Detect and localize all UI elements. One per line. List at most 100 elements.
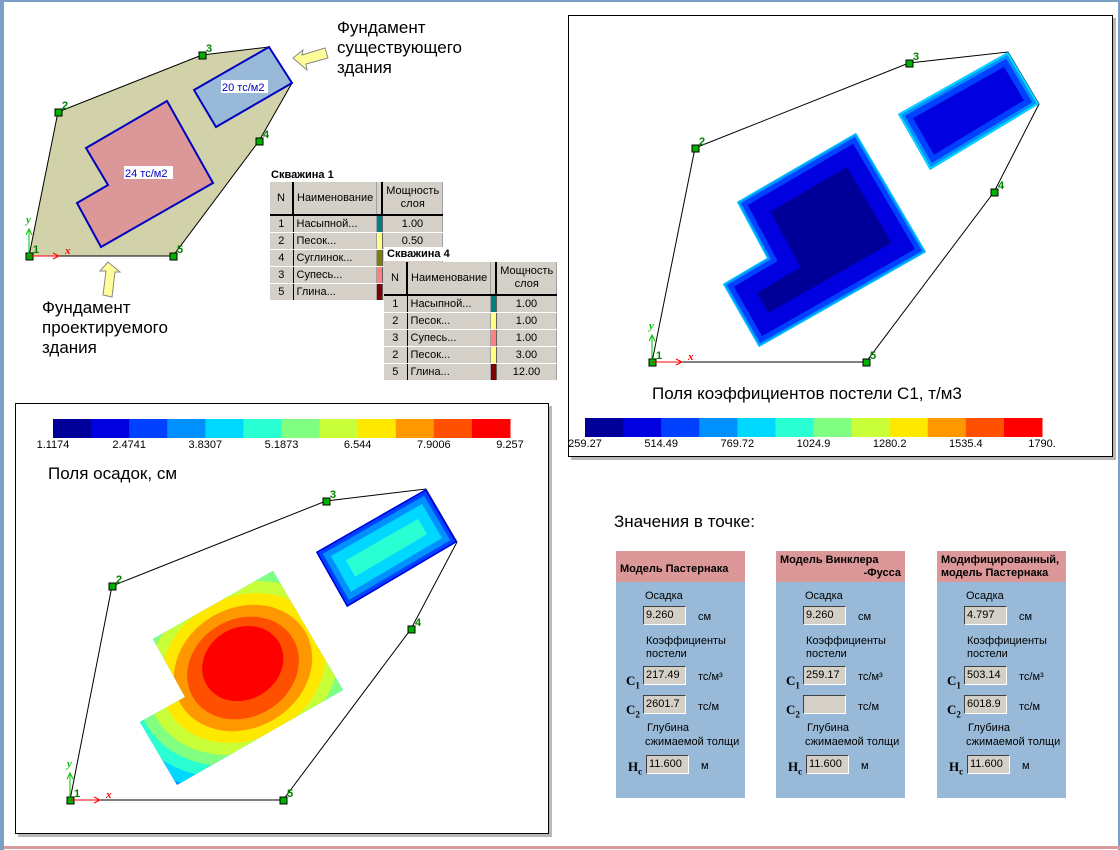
layer-color-swatch	[376, 283, 383, 301]
legend-tick-label: 3.8307	[188, 439, 223, 451]
node-label: 4	[263, 129, 270, 141]
bottom-divider	[4, 846, 1120, 849]
node-marker[interactable]	[691, 144, 700, 153]
legend-tick-label: 5.1873	[264, 439, 299, 451]
layer-name: Глина...	[293, 283, 378, 301]
c1-field[interactable]: 217.49	[643, 666, 686, 685]
layer-name: Глина...	[407, 363, 492, 381]
coef-label: постели	[806, 648, 847, 660]
legend-swatch	[927, 418, 967, 437]
hc-symbol: Hc	[628, 759, 643, 777]
node-marker[interactable]	[108, 582, 117, 591]
legend-tick-label: 1.1174	[36, 439, 70, 451]
depth-label: сжимаемой толщи	[645, 736, 740, 748]
table-row[interactable]: 3 Супесь... 1.00	[384, 329, 558, 347]
hc-field[interactable]: 11.600	[967, 755, 1010, 774]
c2-field[interactable]	[803, 695, 846, 714]
node-marker[interactable]	[990, 188, 999, 197]
node-label: 3	[913, 51, 919, 63]
table-row[interactable]: 2 Песок... 0.50	[270, 232, 444, 250]
unit-c2: тс/м	[698, 701, 720, 713]
note-line: проектируемого	[42, 318, 168, 337]
coef-label: постели	[646, 648, 687, 660]
node-marker[interactable]	[322, 497, 331, 506]
model-header: Модифицированный, модель Пастернака	[937, 551, 1066, 582]
col-header-n: N	[384, 262, 408, 296]
settlement-field-plot: 1 2 3 4 5 x y	[65, 488, 458, 805]
model-title: Модифицированный,	[941, 554, 1060, 566]
legend-swatch	[205, 419, 244, 438]
legend-tick-label: 9.257	[496, 439, 524, 451]
node-marker[interactable]	[169, 252, 178, 261]
settlement-field[interactable]: 4.797	[964, 606, 1007, 625]
designed-foundation-note: Фундамент проектируемого здания	[42, 298, 168, 358]
table-row[interactable]: 5 Глина... 12.00	[384, 363, 558, 381]
node-marker[interactable]	[862, 358, 871, 367]
node-marker[interactable]	[198, 51, 207, 60]
bedding-field-title: Поля коэффициентов постели С1, т/м3	[652, 384, 962, 403]
layer-n: 2	[384, 346, 408, 364]
node-marker[interactable]	[255, 137, 264, 146]
legend-swatch	[53, 419, 92, 438]
depth-label: Глубина	[968, 722, 1011, 734]
node-label: 5	[870, 350, 876, 362]
settlement-field[interactable]: 9.260	[803, 606, 846, 625]
legend-tick-label: 769.72	[720, 438, 755, 450]
col-header-thickness: Мощность слоя	[496, 262, 558, 296]
layer-color-swatch	[490, 363, 497, 381]
coef-label: Коэффициенты	[967, 635, 1047, 647]
y-axis-label: y	[65, 758, 72, 770]
depth-label: сжимаемой толщи	[805, 736, 900, 748]
layer-color-swatch	[376, 249, 383, 267]
node-label: 2	[62, 100, 68, 112]
settlement-contour-existing	[316, 489, 457, 607]
node-marker[interactable]	[407, 625, 416, 634]
hc-symbol: Hc	[788, 759, 803, 777]
table-row[interactable]: 2 Песок... 1.00	[384, 312, 558, 330]
note-line: здания	[42, 338, 97, 357]
c2-field[interactable]: 6018.9	[964, 695, 1007, 714]
settlement-label: Осадка	[966, 590, 1004, 602]
c2-field[interactable]: 2601.7	[643, 695, 686, 714]
model-title: модель Пастернака	[941, 567, 1049, 579]
model-header: Модель Пастернака	[616, 551, 745, 582]
legend-swatch	[661, 418, 700, 437]
node-marker[interactable]	[905, 59, 914, 68]
settlement-field[interactable]: 9.260	[643, 606, 686, 625]
layer-color-swatch	[490, 312, 497, 330]
layer-thickness: 12.00	[496, 363, 558, 381]
node-marker[interactable]	[54, 108, 63, 117]
hc-field[interactable]: 11.600	[806, 755, 849, 774]
layer-thickness: 1.00	[496, 312, 558, 330]
table-row[interactable]: 4 Суглинок...	[270, 249, 444, 267]
table-row[interactable]: 1 Насыпной... 1.00	[384, 295, 558, 313]
c1-field[interactable]: 259.17	[803, 666, 846, 685]
node-label: 1	[33, 244, 39, 256]
depth-label: сжимаемой толщи	[966, 736, 1061, 748]
c2-symbol: C2	[947, 702, 961, 720]
node-label: 3	[206, 43, 212, 55]
c1-field[interactable]: 503.14	[964, 666, 1007, 685]
layer-thickness: 1.00	[496, 329, 558, 347]
model-panel: Модель Пастернака Осадка 9.260 см Коэффи…	[616, 551, 745, 798]
node-marker[interactable]	[279, 796, 288, 805]
settlement-label: Осадка	[645, 590, 683, 602]
legend-swatch	[167, 419, 206, 438]
arrow-icon	[98, 261, 122, 298]
unit-c1: тс/м³	[1019, 671, 1044, 683]
node-label: 2	[116, 574, 122, 586]
coef-label: постели	[967, 648, 1008, 660]
hc-field[interactable]: 11.600	[646, 755, 689, 774]
table-row[interactable]: 2 Песок... 3.00	[384, 346, 558, 364]
legend-swatch	[585, 418, 624, 437]
arrow-icon	[292, 47, 329, 72]
layer-name: Насыпной...	[407, 295, 492, 313]
legend-swatch	[737, 418, 776, 437]
layer-color-swatch	[490, 329, 497, 347]
y-axis-label: y	[647, 320, 654, 332]
col-header-name: Наименование	[407, 262, 492, 296]
table-row[interactable]: 1 Насыпной... 1.00	[270, 215, 444, 233]
unit-c1: тс/м³	[858, 671, 883, 683]
